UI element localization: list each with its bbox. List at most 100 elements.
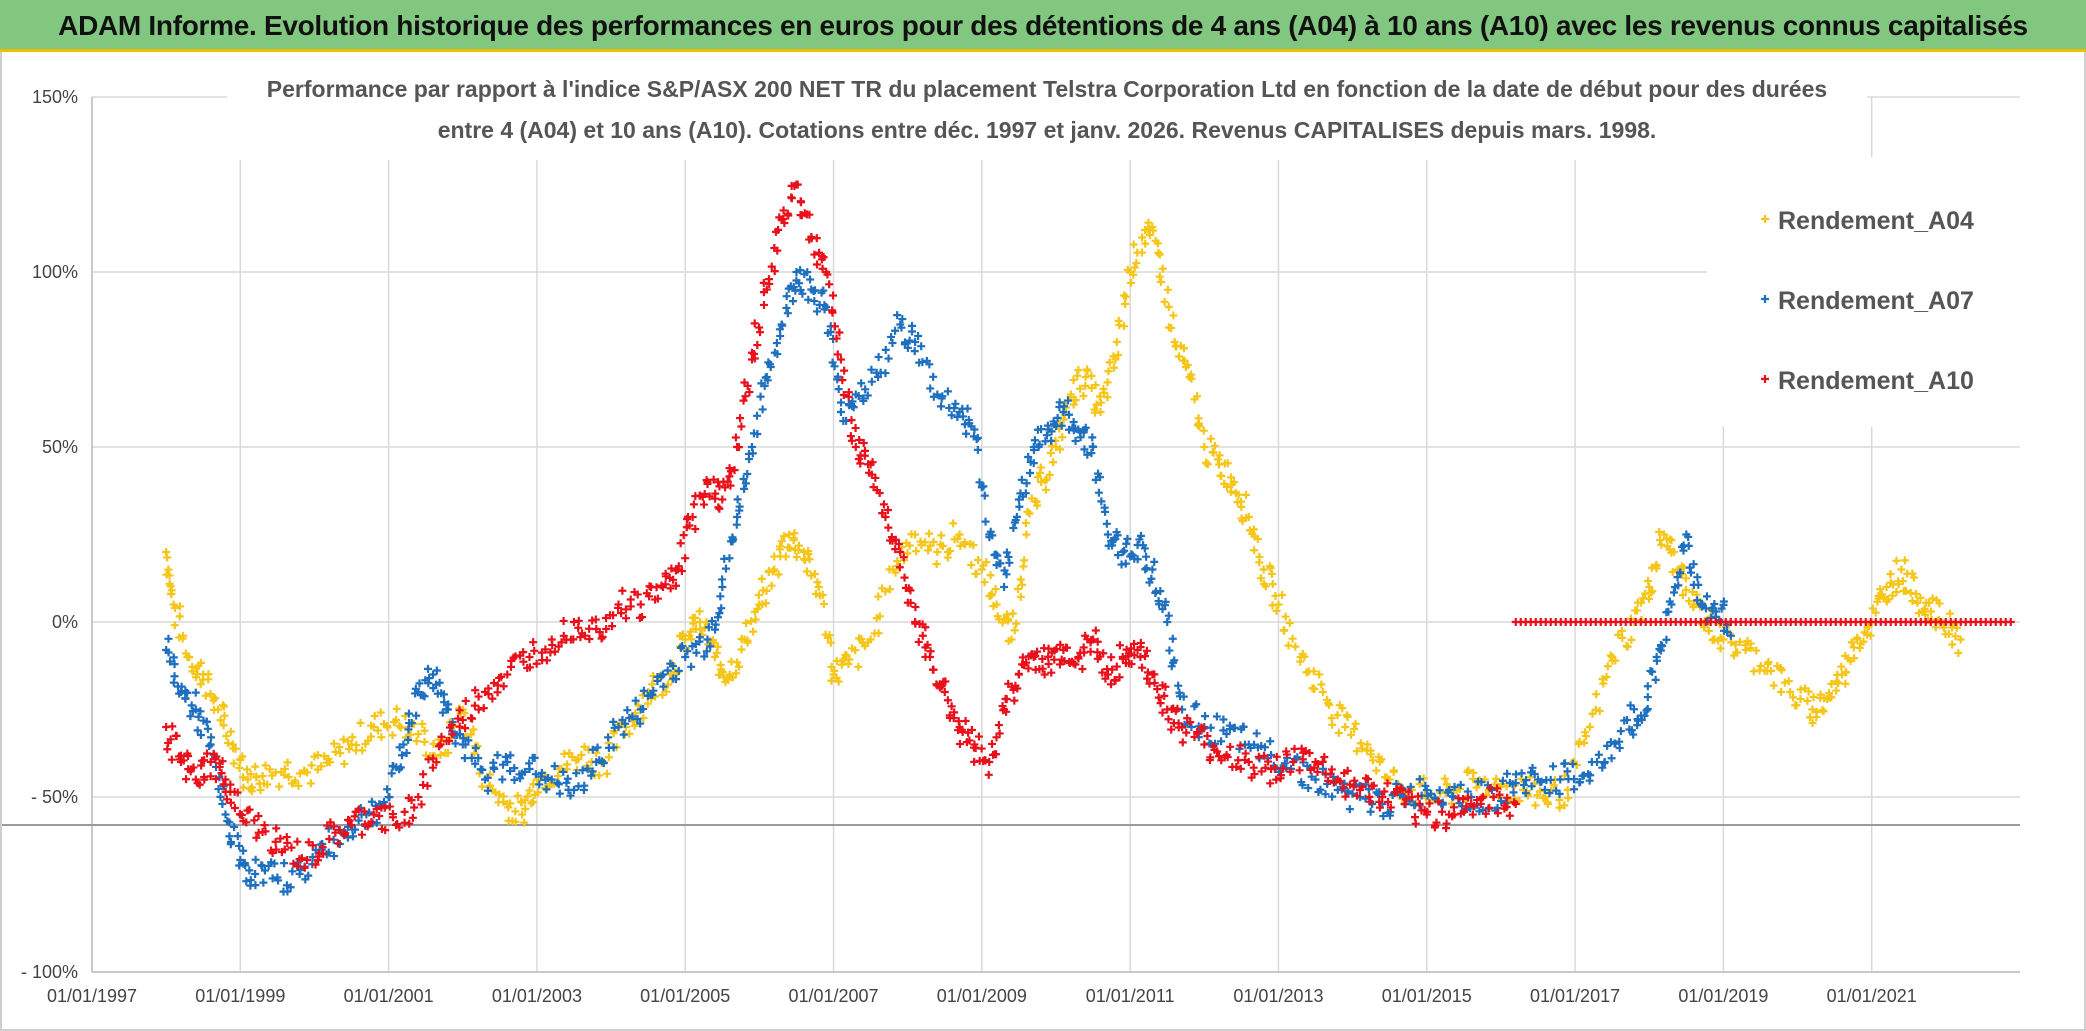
data-point	[1112, 662, 1121, 671]
data-point	[854, 391, 863, 400]
data-point	[320, 752, 329, 761]
data-point	[1074, 366, 1083, 375]
data-point	[259, 878, 268, 887]
data-point	[972, 435, 981, 444]
data-point	[220, 711, 229, 720]
data-point	[731, 433, 740, 442]
legend-label: Rendement_A04	[1778, 207, 1974, 235]
data-point	[747, 617, 756, 626]
data-point	[1186, 718, 1195, 727]
data-point	[834, 677, 843, 686]
data-point	[806, 275, 815, 284]
data-point	[542, 785, 551, 794]
data-point	[288, 867, 297, 876]
data-point	[784, 211, 793, 220]
data-point	[1108, 541, 1117, 550]
data-point	[1871, 608, 1880, 617]
data-point	[1122, 539, 1131, 548]
data-point	[265, 765, 274, 774]
data-point	[1313, 768, 1322, 777]
data-point	[1145, 578, 1154, 587]
data-point	[1291, 642, 1300, 651]
data-point	[383, 723, 392, 732]
data-point	[750, 319, 759, 328]
data-point	[1855, 644, 1864, 653]
data-point	[1415, 799, 1424, 808]
data-point	[1353, 791, 1362, 800]
data-point	[1637, 716, 1646, 724]
data-point	[541, 645, 550, 654]
data-point	[1368, 756, 1377, 765]
data-point	[1841, 679, 1850, 688]
data-point	[375, 812, 384, 821]
data-point	[1255, 552, 1264, 561]
data-point	[1222, 730, 1231, 738]
data-point	[387, 769, 396, 778]
data-point	[1261, 763, 1270, 772]
data-point	[700, 652, 709, 661]
data-point	[364, 736, 373, 745]
data-point	[1115, 321, 1124, 330]
data-point	[1167, 725, 1176, 734]
data-point	[283, 758, 292, 767]
data-point	[908, 327, 917, 336]
data-point	[404, 709, 413, 718]
data-point	[1493, 809, 1502, 818]
data-point	[1156, 699, 1165, 708]
data-point	[175, 612, 184, 621]
data-point	[663, 680, 672, 689]
data-point	[360, 807, 369, 816]
data-point	[1341, 723, 1350, 731]
data-point	[662, 687, 671, 696]
data-point	[1230, 723, 1239, 732]
data-point	[356, 719, 365, 728]
data-point	[193, 726, 202, 735]
data-point	[507, 662, 516, 671]
scatter-chart: 150% 100% 50% 0% - 50% - 100% 01/01/1997 01/01/…	[2, 56, 2022, 1006]
data-point	[1026, 468, 1035, 477]
data-point	[1502, 803, 1511, 812]
data-point	[826, 638, 835, 647]
data-point	[221, 810, 230, 819]
data-point	[271, 837, 280, 846]
data-point	[1489, 793, 1498, 801]
data-point	[1618, 633, 1627, 642]
data-point	[1379, 812, 1388, 821]
data-point	[855, 436, 864, 445]
data-point	[483, 786, 492, 795]
data-point	[1314, 760, 1323, 769]
data-point	[924, 546, 933, 555]
data-point	[760, 381, 769, 390]
data-point	[1521, 789, 1530, 798]
data-point	[796, 197, 805, 206]
data-point	[819, 253, 828, 262]
data-point	[925, 529, 934, 538]
data-point	[1033, 501, 1042, 510]
data-point	[1148, 565, 1157, 574]
data-point	[691, 525, 700, 534]
data-point	[1556, 775, 1565, 784]
data-point	[1285, 619, 1294, 628]
data-point	[491, 788, 500, 797]
data-point	[293, 837, 302, 846]
data-point	[1133, 555, 1142, 564]
data-point	[685, 521, 694, 530]
data-point	[1033, 647, 1042, 656]
data-point	[1091, 475, 1100, 484]
data-point	[661, 569, 670, 578]
data-point	[1450, 782, 1459, 791]
data-point	[1657, 540, 1666, 549]
data-point	[1476, 799, 1485, 808]
data-point	[1448, 791, 1457, 800]
data-point	[311, 860, 320, 869]
data-point	[695, 633, 704, 642]
data-point	[1528, 763, 1537, 772]
data-point	[1103, 670, 1112, 679]
data-point	[1656, 535, 1665, 544]
data-point	[1222, 482, 1231, 491]
data-point	[623, 706, 632, 715]
data-point	[1064, 396, 1073, 405]
data-point	[803, 268, 812, 277]
data-point	[830, 322, 839, 331]
data-point	[1156, 277, 1165, 286]
